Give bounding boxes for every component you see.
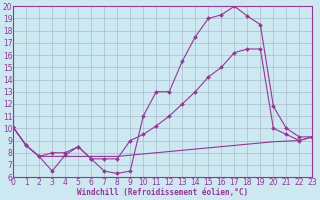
X-axis label: Windchill (Refroidissement éolien,°C): Windchill (Refroidissement éolien,°C) [77,188,248,197]
